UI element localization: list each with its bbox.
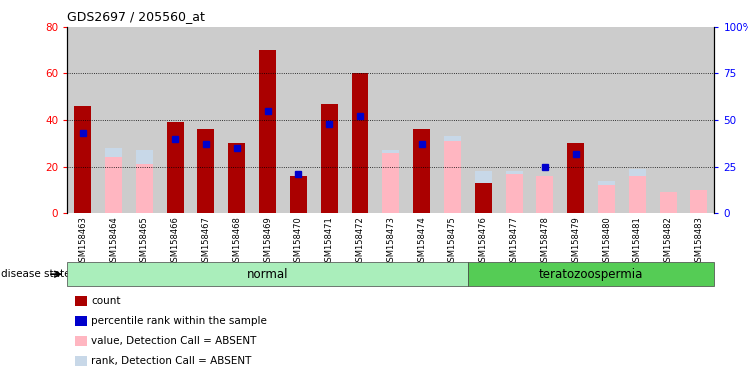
Bar bbox=[74, 106, 91, 213]
Text: value, Detection Call = ABSENT: value, Detection Call = ABSENT bbox=[91, 336, 257, 346]
Bar bbox=[290, 176, 307, 213]
Bar bbox=[468, 27, 499, 213]
Bar bbox=[382, 152, 399, 213]
Bar bbox=[560, 27, 591, 213]
Bar bbox=[160, 27, 191, 213]
Bar bbox=[444, 136, 461, 213]
Bar bbox=[598, 185, 615, 213]
Bar bbox=[129, 27, 160, 213]
Bar bbox=[352, 73, 369, 213]
Bar bbox=[375, 27, 406, 213]
Text: GDS2697 / 205560_at: GDS2697 / 205560_at bbox=[67, 10, 205, 23]
Bar bbox=[475, 183, 491, 213]
Bar bbox=[167, 122, 183, 213]
Text: normal: normal bbox=[247, 268, 288, 281]
Bar bbox=[660, 192, 677, 213]
Bar bbox=[622, 27, 653, 213]
Bar bbox=[591, 27, 622, 213]
Bar bbox=[345, 27, 375, 213]
Bar bbox=[690, 190, 708, 213]
Bar bbox=[136, 164, 153, 213]
Bar bbox=[413, 129, 430, 213]
Bar bbox=[136, 150, 153, 213]
Bar bbox=[684, 27, 714, 213]
Bar bbox=[321, 104, 337, 213]
Text: teratozoospermia: teratozoospermia bbox=[539, 268, 643, 281]
Bar bbox=[252, 27, 283, 213]
Bar bbox=[567, 143, 584, 213]
Bar bbox=[105, 157, 122, 213]
Bar bbox=[197, 129, 215, 213]
Bar bbox=[629, 176, 646, 213]
Bar bbox=[506, 171, 523, 213]
Bar bbox=[506, 174, 523, 213]
Bar bbox=[98, 27, 129, 213]
Bar bbox=[536, 176, 554, 213]
Bar bbox=[314, 27, 345, 213]
Bar bbox=[530, 27, 560, 213]
Text: disease state: disease state bbox=[1, 269, 71, 279]
Bar bbox=[67, 27, 98, 213]
Bar bbox=[228, 143, 245, 213]
Bar bbox=[406, 27, 437, 213]
Bar bbox=[259, 50, 276, 213]
Bar bbox=[598, 180, 615, 213]
Bar bbox=[444, 141, 461, 213]
Bar bbox=[283, 27, 314, 213]
Bar bbox=[221, 27, 252, 213]
Bar bbox=[499, 27, 530, 213]
Bar bbox=[105, 148, 122, 213]
Bar bbox=[437, 27, 468, 213]
Text: rank, Detection Call = ABSENT: rank, Detection Call = ABSENT bbox=[91, 356, 251, 366]
Bar bbox=[191, 27, 221, 213]
Bar bbox=[629, 169, 646, 213]
Bar bbox=[382, 150, 399, 213]
Text: percentile rank within the sample: percentile rank within the sample bbox=[91, 316, 267, 326]
Bar bbox=[475, 171, 491, 213]
Text: count: count bbox=[91, 296, 120, 306]
Bar bbox=[653, 27, 684, 213]
